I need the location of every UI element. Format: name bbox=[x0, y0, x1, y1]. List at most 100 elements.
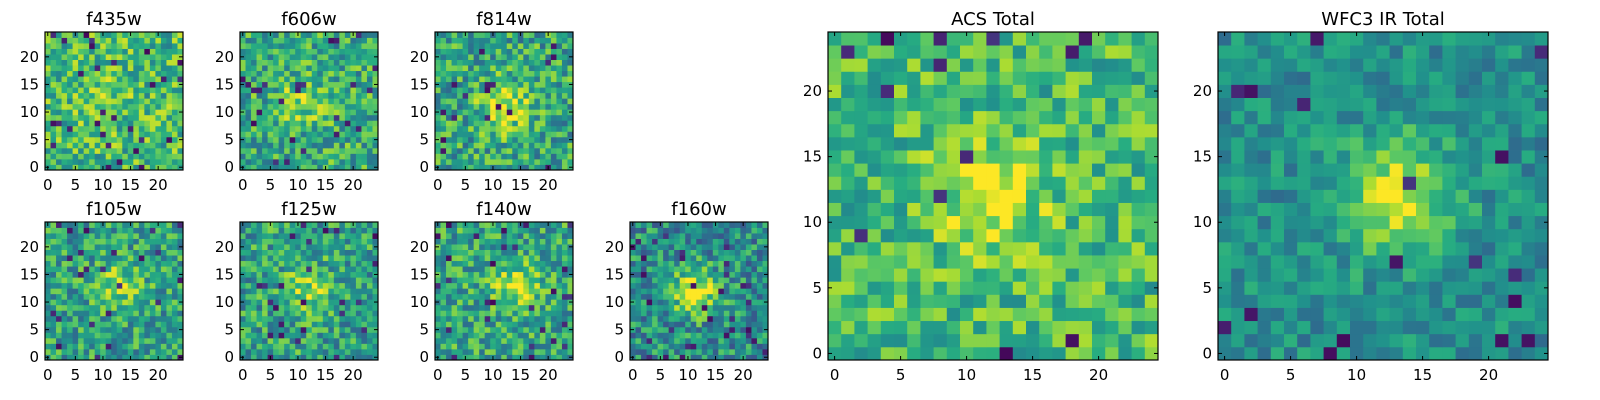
heatmap-cell bbox=[451, 59, 458, 66]
heatmap-cell bbox=[306, 255, 313, 262]
heatmap-cell bbox=[745, 255, 752, 262]
heatmap-cell bbox=[528, 227, 535, 234]
heatmap-cell bbox=[133, 158, 140, 165]
heatmap-cell bbox=[133, 238, 140, 245]
heatmap-cell bbox=[635, 227, 642, 234]
heatmap-cell bbox=[523, 120, 530, 127]
heatmap-cell bbox=[262, 76, 268, 83]
heatmap-cell bbox=[177, 59, 184, 66]
heatmap-cell bbox=[517, 271, 524, 278]
heatmap-cell bbox=[946, 294, 961, 308]
heatmap-cell bbox=[366, 103, 373, 110]
heatmap-cell bbox=[94, 222, 101, 228]
heatmap-cell bbox=[646, 227, 653, 234]
heatmap-cell bbox=[361, 43, 368, 49]
heatmap-cell bbox=[1012, 294, 1027, 308]
heatmap-cell bbox=[333, 227, 340, 234]
heatmap-cell bbox=[523, 103, 530, 110]
heatmap-cell bbox=[111, 277, 118, 284]
heatmap-cell bbox=[133, 337, 140, 344]
heatmap-cell bbox=[89, 337, 96, 344]
heatmap-cell bbox=[545, 293, 552, 300]
heatmap-cell bbox=[262, 238, 268, 245]
heatmap-cell bbox=[245, 98, 252, 105]
heatmap-cell bbox=[1131, 176, 1146, 190]
heatmap-cell bbox=[534, 238, 541, 245]
heatmap-cell bbox=[435, 288, 441, 295]
heatmap-cell bbox=[149, 142, 156, 149]
heatmap-cell bbox=[468, 32, 475, 38]
heatmap-cell bbox=[523, 81, 530, 88]
heatmap-cell bbox=[273, 147, 280, 154]
heatmap-cell bbox=[550, 54, 557, 60]
heatmap-cell bbox=[78, 326, 85, 333]
heatmap-cell bbox=[67, 37, 73, 44]
heatmap-cell bbox=[72, 114, 79, 121]
heatmap-cell bbox=[127, 233, 134, 239]
heatmap-cell bbox=[674, 266, 681, 273]
heatmap-cell bbox=[999, 333, 1014, 348]
heatmap-cell bbox=[512, 120, 519, 127]
heatmap-cell bbox=[256, 299, 263, 306]
heatmap-cell bbox=[718, 244, 725, 250]
heatmap-cell bbox=[333, 288, 340, 295]
heatmap-cell bbox=[355, 293, 362, 300]
heatmap-cell bbox=[539, 288, 546, 295]
heatmap-cell bbox=[528, 65, 535, 72]
heatmap-cell bbox=[920, 189, 934, 203]
heatmap-cell bbox=[284, 282, 291, 289]
heatmap-cell bbox=[355, 354, 362, 361]
heatmap-cell bbox=[729, 238, 736, 245]
heatmap-cell bbox=[122, 326, 129, 333]
heatmap-cell bbox=[361, 260, 368, 267]
heatmap-cell bbox=[61, 109, 68, 116]
heatmap-cell bbox=[512, 70, 519, 77]
heatmap-cell bbox=[105, 136, 112, 143]
heatmap-cell bbox=[273, 233, 280, 239]
heatmap-cell bbox=[94, 142, 101, 149]
heatmap-cell bbox=[674, 310, 681, 317]
heatmap-cell bbox=[490, 266, 497, 273]
heatmap-cell bbox=[344, 255, 351, 262]
heatmap-cell bbox=[372, 304, 379, 311]
heatmap-cell bbox=[451, 222, 458, 228]
heatmap-cell bbox=[284, 337, 291, 344]
heatmap-cell bbox=[177, 92, 184, 99]
heatmap-cell bbox=[506, 131, 513, 138]
heatmap-cell bbox=[707, 354, 714, 361]
heatmap-cell bbox=[160, 81, 167, 88]
heatmap-cell bbox=[501, 43, 508, 49]
heatmap-cell bbox=[986, 228, 1000, 243]
heatmap-cell bbox=[690, 288, 697, 295]
heatmap-cell bbox=[155, 37, 162, 44]
heatmap-cell bbox=[473, 244, 480, 250]
heatmap-cell bbox=[251, 65, 257, 72]
heatmap-cell bbox=[707, 332, 714, 339]
heatmap-cell bbox=[690, 326, 697, 333]
heatmap-cell bbox=[328, 76, 335, 83]
heatmap-cell bbox=[517, 348, 524, 355]
heatmap-cell bbox=[350, 299, 357, 306]
heatmap-cell bbox=[111, 54, 118, 60]
heatmap-cell bbox=[333, 76, 340, 83]
heatmap-cell bbox=[177, 48, 184, 55]
heatmap-cell bbox=[240, 282, 246, 289]
heatmap-cell bbox=[366, 227, 373, 234]
heatmap-cell bbox=[630, 233, 636, 239]
heatmap-cell bbox=[144, 293, 151, 300]
heatmap-cell bbox=[171, 136, 178, 143]
heatmap-cell bbox=[256, 114, 263, 121]
heatmap-cell bbox=[468, 332, 475, 339]
heatmap-cell bbox=[561, 304, 568, 311]
heatmap-cell bbox=[1131, 228, 1146, 243]
heatmap-cell bbox=[138, 227, 145, 234]
heatmap-cell bbox=[166, 109, 173, 116]
heatmap-cell bbox=[94, 70, 101, 77]
heatmap-cell bbox=[122, 48, 129, 55]
heatmap-cell bbox=[894, 255, 908, 269]
heatmap-cell bbox=[933, 202, 948, 217]
heatmap-cell bbox=[61, 343, 68, 350]
heatmap-cell bbox=[920, 202, 934, 217]
heatmap-cell bbox=[56, 233, 62, 239]
heatmap-cell bbox=[122, 249, 129, 256]
